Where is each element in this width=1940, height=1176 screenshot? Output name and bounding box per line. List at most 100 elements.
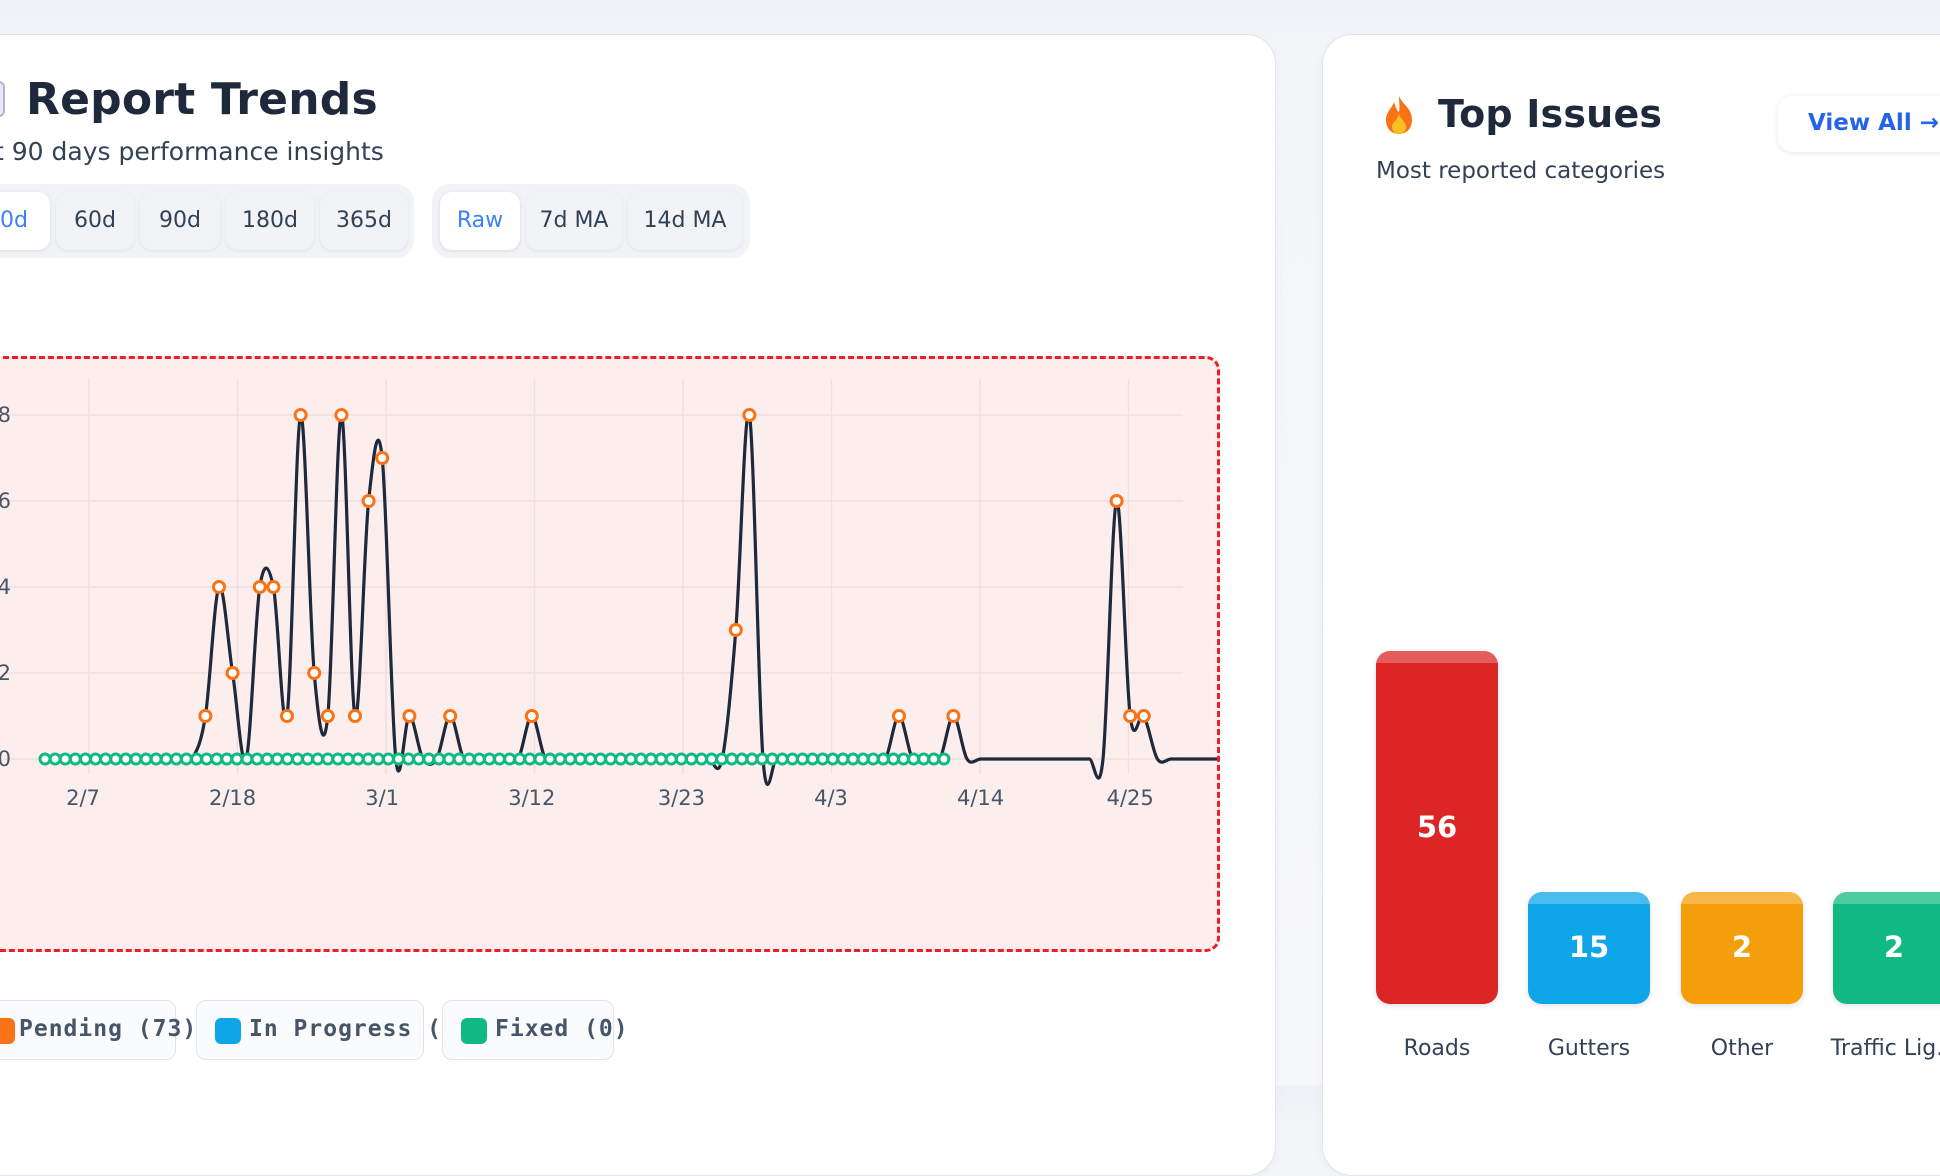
fixed-point (89, 752, 102, 766)
y-tick-label: 4 (0, 575, 11, 599)
issue-bar-label: Gutters (1547, 1036, 1631, 1061)
legend-pending[interactable]: Pending (73) (0, 1000, 196, 1060)
fixed-point (422, 752, 436, 766)
fixed-point (796, 752, 809, 766)
fixed-point (240, 752, 254, 766)
fixed-point (634, 752, 648, 766)
x-tick-label: 3/12 (508, 786, 555, 810)
fixed-point (149, 752, 163, 766)
fixed-point (816, 752, 830, 766)
pending-point (443, 709, 458, 723)
x-tick-label: 2/18 (209, 786, 256, 810)
fixed-point (129, 752, 143, 766)
pending-point (1109, 494, 1124, 508)
pending-point (212, 580, 226, 594)
fixed-point (654, 752, 668, 766)
y-tick-label: 2 (0, 661, 11, 685)
fixed-point (735, 752, 749, 766)
fixed-point (513, 752, 527, 766)
issue-bar-value: 56 (1416, 809, 1458, 844)
pending-point (348, 709, 362, 723)
chart-emoji-icon (0, 80, 6, 118)
range-180d-button[interactable]: 180d (226, 192, 314, 250)
trend-chart: 02468102/72/183/13/123/234/34/144/255/65… (0, 379, 1217, 810)
mode-7d-ma-button[interactable]: 7d MA (526, 192, 622, 250)
pending-point (361, 494, 376, 508)
fixed-point (139, 752, 153, 766)
mode-14d-ma-button[interactable]: 14d MA (628, 192, 742, 250)
pending-point (293, 408, 308, 422)
pending-trend-line (83, 411, 1217, 786)
issue-bar-cap (1376, 651, 1498, 664)
fixed-point (897, 752, 910, 766)
fixed-point (917, 752, 931, 766)
range-90d-button[interactable]: 90d (140, 192, 220, 250)
fixed-point (321, 752, 335, 766)
fixed-point (664, 752, 678, 766)
issue-bar[interactable]: 2 (1833, 892, 1940, 1004)
fixed-point (503, 752, 517, 766)
fixed-point (806, 752, 820, 766)
fixed-point (402, 752, 416, 766)
range-365d-button[interactable]: 365d (320, 192, 408, 250)
fixed-point (250, 752, 264, 766)
range-30d-button[interactable]: 30d (0, 192, 50, 250)
fixed-point (563, 752, 577, 766)
fixed-point (311, 752, 325, 766)
fixed-point (482, 752, 496, 766)
fixed-point (392, 752, 405, 766)
pending-swatch (0, 1018, 15, 1044)
fixed-point (190, 752, 203, 766)
legend-in-progress[interactable]: In Progress (0) (196, 1000, 471, 1060)
issue-bar-value: 15 (1568, 930, 1610, 964)
fixed-point (361, 752, 375, 766)
mode-raw-button[interactable]: Raw (440, 192, 520, 250)
range-60d-button[interactable]: 60d (56, 192, 134, 250)
y-tick-label: 0 (0, 747, 11, 771)
fixed-point (38, 752, 52, 766)
issue-bar-cap (1528, 892, 1650, 904)
fixed-point (745, 752, 759, 766)
fixed-point (624, 752, 638, 766)
trend-chart-area: 02468102/72/183/13/123/234/34/144/255/65… (0, 356, 1220, 952)
fixed-point (78, 752, 92, 766)
fixed-point (543, 752, 557, 766)
fixed-point (705, 752, 719, 766)
fixed-point (826, 752, 840, 766)
legend-pending-label: Pending (73) (19, 1016, 198, 1042)
fixed-point (725, 752, 739, 766)
fixed-point (836, 752, 850, 766)
view-all-button[interactable]: View All → (1778, 96, 1940, 152)
fixed-point (866, 752, 880, 766)
legend-fixed-label: Fixed (0) (495, 1016, 629, 1042)
issue-bar[interactable]: 15 (1528, 892, 1650, 1004)
fixed-point (442, 752, 456, 766)
x-tick-label: 2/7 (66, 786, 100, 810)
fixed-point (230, 752, 244, 766)
fixed-point (472, 752, 486, 766)
issue-bar[interactable]: 2 (1681, 892, 1803, 1004)
in-progress-swatch (215, 1018, 241, 1044)
issue-bar[interactable]: 56 (1376, 651, 1498, 1004)
fixed-point (169, 752, 183, 766)
fixed-point (684, 752, 698, 766)
legend-in-progress-label: In Progress (0) (249, 1016, 472, 1042)
issue-bar-cap (1681, 892, 1803, 904)
fixed-point (715, 752, 729, 766)
fixed-point (291, 752, 304, 766)
y-tick-label: 8 (0, 403, 11, 427)
fixed-point (876, 752, 890, 766)
x-tick-label: 3/23 (658, 786, 705, 810)
legend-fixed[interactable]: Fixed (0) (442, 1000, 628, 1060)
pending-point (280, 709, 294, 723)
fixed-point (553, 752, 567, 766)
issue-bar-value: 2 (1883, 930, 1905, 964)
fixed-point (109, 752, 123, 766)
top-issues-card (1322, 34, 1940, 1176)
pending-point (307, 666, 322, 680)
fixed-point (119, 752, 133, 766)
x-tick-label: 4/25 (1107, 786, 1154, 810)
pending-point (402, 709, 417, 723)
fixed-point (210, 752, 224, 766)
fixed-point (907, 752, 921, 766)
